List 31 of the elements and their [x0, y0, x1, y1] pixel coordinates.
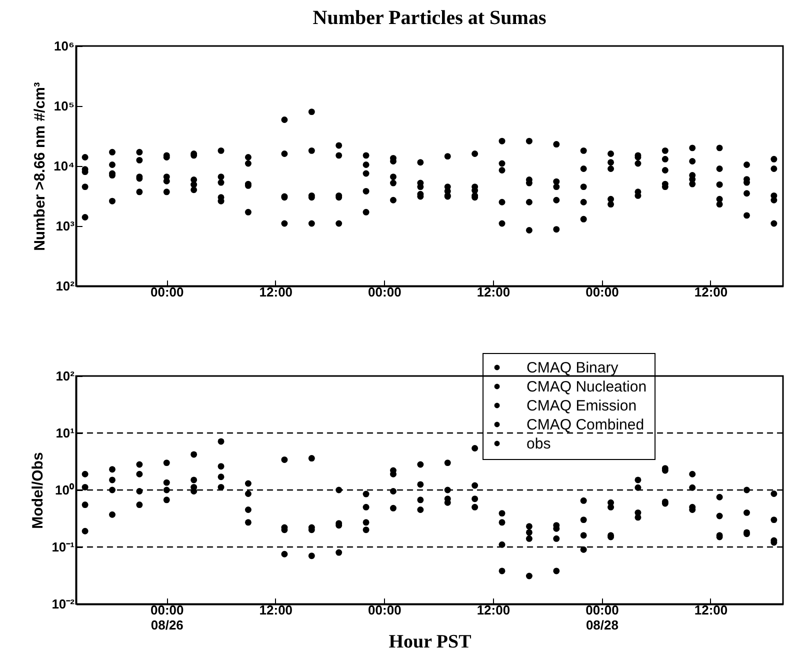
y-axis-title: Model/Obs [30, 452, 47, 529]
chart-title: Number Particles at Sumas [312, 7, 546, 29]
y-tick-label: 10⁴ [54, 158, 74, 174]
x-axis-title: Hour PST [388, 632, 472, 652]
y-tick-label: 10⁻¹ [52, 540, 74, 554]
y-tick-label: 10² [56, 368, 76, 384]
x-tick-label: 12:00 [694, 602, 728, 618]
y-tick-label: 10¹ [56, 426, 74, 440]
x-tick-label: 12:00 [476, 284, 510, 300]
x-tick-label: 00:00 [368, 284, 402, 300]
y-tick-label: 10⁶ [54, 38, 75, 54]
y-axis-title: Number >8.66 nm #/cm³ [32, 82, 49, 251]
x-tick-label: 00:00 08/26 [150, 602, 184, 632]
y-tick-label: 10² [56, 278, 76, 294]
legend-label: CMAQ Combined [526, 416, 644, 434]
y-tick-label: 10⁻² [52, 596, 76, 612]
x-tick-label: 00:00 [586, 284, 619, 300]
x-tick-label: 12:00 [259, 602, 293, 618]
x-tick-label: 00:00 08/28 [586, 602, 619, 632]
legend-label: CMAQ Emission [526, 398, 637, 414]
y-tick-label: 10³ [56, 218, 76, 234]
x-tick-label: 12:00 [259, 284, 293, 300]
x-tick-label: 12:00 [694, 284, 728, 300]
y-tick-label: 10⁵ [54, 98, 74, 114]
legend-label: obs [526, 436, 551, 452]
y-tick-label: 10⁰ [55, 482, 74, 498]
legend-label: CMAQ Binary [526, 360, 619, 376]
legend-label: CMAQ Nucleation [526, 378, 647, 396]
x-tick-label: 00:00 [368, 602, 402, 618]
x-tick-label: 00:00 [150, 284, 184, 300]
x-tick-label: 12:00 [476, 602, 510, 618]
